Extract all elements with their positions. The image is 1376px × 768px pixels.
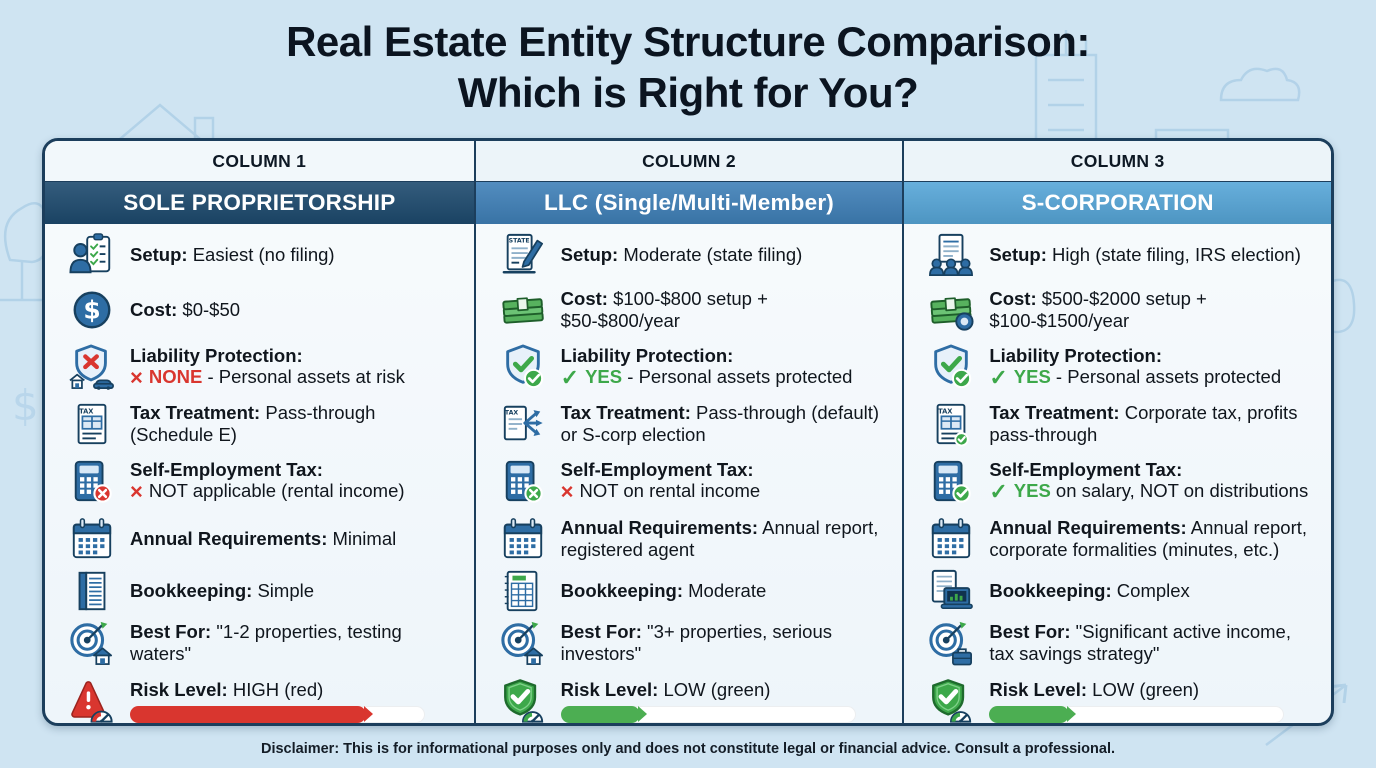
- column-2-header: COLUMN 2: [473, 141, 903, 182]
- column-header-row: COLUMN 1 COLUMN 2 COLUMN 3: [45, 141, 1331, 182]
- title-line-2: Which is Right for You?: [457, 69, 919, 117]
- disclaimer-text: Disclaimer: This is for informational pu…: [260, 741, 1116, 757]
- spreadsheet-icon: [500, 568, 546, 614]
- cash-stack-icon: [500, 287, 546, 333]
- clipboard-person-icon: [69, 232, 115, 278]
- target-briefcase-icon: [928, 620, 974, 666]
- dollar-circle-icon: [69, 287, 115, 333]
- entity-s-corporation: S-CORPORATION: [902, 182, 1331, 224]
- row-cost: Cost: $500-$2000 setup + $100-$1500/year: [904, 282, 1331, 338]
- row-setup: Setup: High (state filing, IRS election): [904, 228, 1331, 282]
- check-mark: ✓: [989, 479, 1008, 505]
- tax-check-icon: [928, 401, 974, 447]
- svg-text:$: $: [12, 381, 39, 430]
- row-best-for: Best For: "Significant active income, ta…: [904, 614, 1331, 672]
- target-house-icon: [69, 620, 115, 666]
- laptop-chart-icon: [928, 568, 974, 614]
- state-filing-pen-icon: [500, 232, 546, 278]
- shield-gauge-icon: [500, 678, 546, 724]
- row-best-for: Best For: "3+ properties, serious invest…: [476, 614, 903, 672]
- row-bookkeeping: Bookkeeping: Simple: [45, 568, 474, 614]
- entity-header-row: SOLE PROPRIETORSHIP LLC (Single/Multi-Me…: [45, 182, 1331, 224]
- page-title: Real Estate Entity Structure Comparison:…: [0, 16, 1376, 118]
- row-se-tax: Self-Employment Tax: × NOT applicable (re…: [45, 452, 474, 510]
- row-se-tax: Self-Employment Tax: × NOT on rental inco…: [476, 452, 903, 510]
- row-bookkeeping: Bookkeeping: Moderate: [476, 568, 903, 614]
- calculator-check-icon: [928, 458, 974, 504]
- shield-check-icon: [500, 344, 546, 390]
- risk-meter-fill: [989, 705, 1076, 723]
- shield-check-icon: [928, 344, 974, 390]
- row-setup: Setup: Easiest (no filing): [45, 228, 474, 282]
- row-risk-level: Risk Level: HIGH (red): [45, 672, 474, 726]
- row-cost: Cost: $0-$50: [45, 282, 474, 338]
- ledger-book-icon: [69, 568, 115, 614]
- row-liability: Liability Protection: × NONE - Personal a…: [45, 338, 474, 396]
- cash-coin-icon: [928, 287, 974, 333]
- calendar-icon: [500, 516, 546, 562]
- x-mark: ×: [130, 479, 143, 505]
- shield-gauge-icon: [928, 678, 974, 724]
- calendar-icon: [928, 516, 974, 562]
- entity-llc: LLC (Single/Multi-Member): [473, 182, 903, 224]
- row-liability: Liability Protection: ✓ YES - Personal as…: [904, 338, 1331, 396]
- column-1-header: COLUMN 1: [45, 141, 474, 182]
- document-people-icon: [928, 232, 974, 278]
- tax-branching-icon: [500, 401, 546, 447]
- risk-meter-track: [130, 705, 425, 723]
- row-se-tax: Self-Employment Tax: ✓ YES on salary, NOT…: [904, 452, 1331, 510]
- risk-meter-track: [989, 705, 1285, 723]
- row-setup: Setup: Moderate (state filing): [476, 228, 903, 282]
- row-annual-requirements: Annual Requirements: Annual report, regi…: [476, 510, 903, 568]
- row-bookkeeping: Bookkeeping: Complex: [904, 568, 1331, 614]
- card-body: Setup: Easiest (no filing) Cost: $0-$50 …: [45, 224, 1331, 726]
- x-mark: ×: [130, 365, 143, 391]
- row-tax-treatment: Tax Treatment: Pass-through (Schedule E): [45, 396, 474, 452]
- risk-meter-fill: [560, 705, 647, 723]
- shield-x-icon: [69, 344, 115, 390]
- tax-document-icon: [69, 401, 115, 447]
- row-risk-level: Risk Level: LOW (green): [476, 672, 903, 726]
- risk-meter-track: [560, 705, 856, 723]
- target-house-icon: [500, 620, 546, 666]
- column-llc: Setup: Moderate (state filing) Cost: $10…: [473, 224, 903, 726]
- calendar-icon: [69, 516, 115, 562]
- entity-sole-proprietorship: SOLE PROPRIETORSHIP: [45, 182, 474, 224]
- row-best-for: Best For: "1-2 properties, testing water…: [45, 614, 474, 672]
- risk-meter-fill: [130, 705, 373, 723]
- title-line-1: Real Estate Entity Structure Comparison:: [286, 18, 1090, 65]
- row-tax-treatment: Tax Treatment: Pass-through (default) or…: [476, 396, 903, 452]
- row-liability: Liability Protection: ✓ YES - Personal as…: [476, 338, 903, 396]
- column-sole-proprietorship: Setup: Easiest (no filing) Cost: $0-$50 …: [45, 224, 474, 726]
- row-risk-level: Risk Level: LOW (green): [904, 672, 1331, 726]
- calculator-x-icon: [69, 458, 115, 504]
- column-3-header: COLUMN 3: [902, 141, 1331, 182]
- x-mark: ×: [560, 479, 574, 505]
- check-mark: ✓: [560, 365, 580, 391]
- comparison-card: COLUMN 1 COLUMN 2 COLUMN 3 SOLE PROPRIET…: [42, 138, 1334, 726]
- row-annual-requirements: Annual Requirements: Minimal: [45, 510, 474, 568]
- row-annual-requirements: Annual Requirements: Annual report, corp…: [904, 510, 1331, 568]
- column-s-corporation: Setup: High (state filing, IRS election)…: [902, 224, 1331, 726]
- row-cost: Cost: $100-$800 setup + $50-$800/year: [476, 282, 903, 338]
- calculator-x-icon: [500, 458, 546, 504]
- row-tax-treatment: Tax Treatment: Corporate tax, profits pa…: [904, 396, 1331, 452]
- warning-gauge-icon: [69, 678, 115, 724]
- check-mark: ✓: [989, 365, 1008, 391]
